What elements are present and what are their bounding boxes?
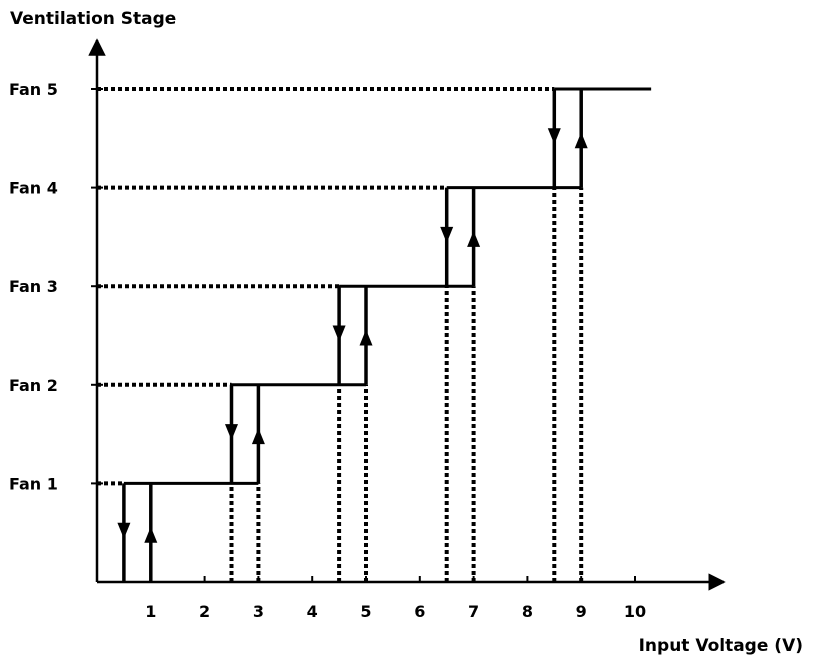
x-tick-label: 7 [468, 602, 479, 621]
curve-layer [117, 87, 652, 582]
arrow-down-fan-5 [547, 128, 561, 145]
arrow-up-fan-4 [467, 230, 481, 247]
x-tick-label: 8 [522, 602, 533, 621]
x-tick-label: 4 [307, 602, 318, 621]
x-axis-label: Input Voltage (V) [639, 636, 803, 656]
tick-layer: 1 2 3 4 5 6 7 8 9 10 Fan 1 Fan 2 Fan 3 Fan 4 Fan 5 [9, 80, 646, 621]
y-tick-label: Fan 2 [9, 376, 58, 395]
arrow-up-fan-1 [144, 526, 158, 543]
x-tick-label: 5 [360, 602, 371, 621]
arrow-down-fan-4 [440, 226, 454, 243]
label-layer: Ventilation Stage Input Voltage (V) [10, 9, 803, 656]
x-tick-label: 10 [624, 602, 646, 621]
y-tick-label: Fan 3 [9, 277, 58, 296]
x-tick-label: 3 [253, 602, 264, 621]
arrow-down-fan-1 [117, 522, 131, 539]
y-axis-label: Ventilation Stage [10, 9, 176, 29]
y-tick-label: Fan 1 [9, 474, 58, 493]
arrow-up-fan-5 [574, 132, 588, 149]
x-tick-label: 6 [414, 602, 425, 621]
arrow-down-fan-2 [225, 424, 238, 441]
y-tick-label: Fan 5 [9, 80, 58, 99]
arrow-down-fan-3 [332, 325, 346, 342]
y-tick-label: Fan 4 [9, 179, 58, 198]
x-tick-label: 1 [145, 602, 156, 621]
x-tick-label: 9 [576, 602, 587, 621]
axes [88, 38, 726, 591]
guide-lines [97, 87, 584, 582]
arrow-up-fan-2 [251, 428, 265, 445]
arrow-up-fan-3 [359, 329, 373, 346]
x-tick-label: 2 [199, 602, 210, 621]
